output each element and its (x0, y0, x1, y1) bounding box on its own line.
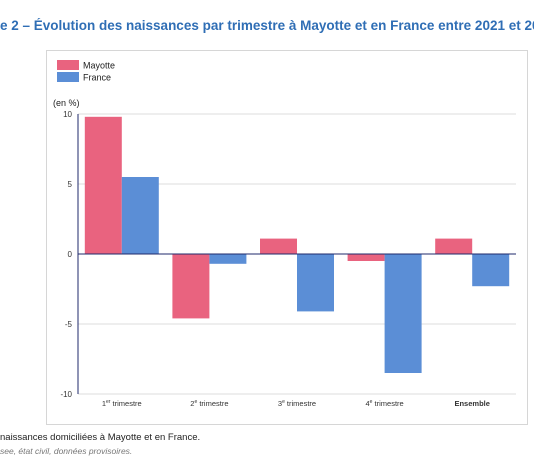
bar-mayotte (260, 238, 297, 254)
x-tick-label: Ensemble (454, 399, 489, 408)
chart-title: e 2 – Évolution des naissances par trime… (0, 18, 534, 33)
chart-container: 10 5 0 -5 -10 1er trimestre 2e trimestre 3e tri… (46, 50, 528, 425)
chart-source: see, état civil, données provisoires. (0, 446, 133, 456)
bar-france (121, 177, 159, 254)
bar-france (297, 254, 334, 312)
y-tick-label: 5 (68, 180, 73, 189)
y-tick-label: -10 (60, 390, 72, 399)
bar-chart: 10 5 0 -5 -10 1er trimestre 2e trimestre 3e tri… (53, 60, 516, 408)
bars (84, 116, 510, 373)
legend-label-mayotte: Mayotte (83, 61, 115, 71)
bar-mayotte (435, 238, 473, 254)
y-tick-label: -5 (65, 320, 73, 329)
bar-france (384, 254, 422, 373)
legend-label-france: France (83, 73, 111, 83)
y-axis-label: (en %) (53, 98, 80, 108)
x-tick-label: 2e trimestre (190, 399, 228, 408)
y-tick-label: 10 (63, 110, 72, 119)
x-tick-label: 4e trimestre (365, 399, 403, 408)
legend: Mayotte France (57, 60, 115, 83)
bar-mayotte (84, 116, 122, 254)
axes: 10 5 0 -5 -10 1er trimestre 2e trimestre 3e tri… (60, 110, 516, 408)
bar-mayotte (347, 254, 385, 261)
y-tick-label: 0 (68, 250, 73, 259)
legend-swatch-mayotte (57, 60, 79, 70)
legend-swatch-france (57, 72, 79, 82)
bar-mayotte (172, 254, 210, 319)
x-tick-label: 1er trimestre (102, 399, 142, 408)
chart-note: naissances domiciliées à Mayotte et en F… (0, 432, 201, 443)
x-tick-label: 3e trimestre (278, 399, 316, 408)
bar-france (472, 254, 510, 287)
bar-france (209, 254, 247, 264)
